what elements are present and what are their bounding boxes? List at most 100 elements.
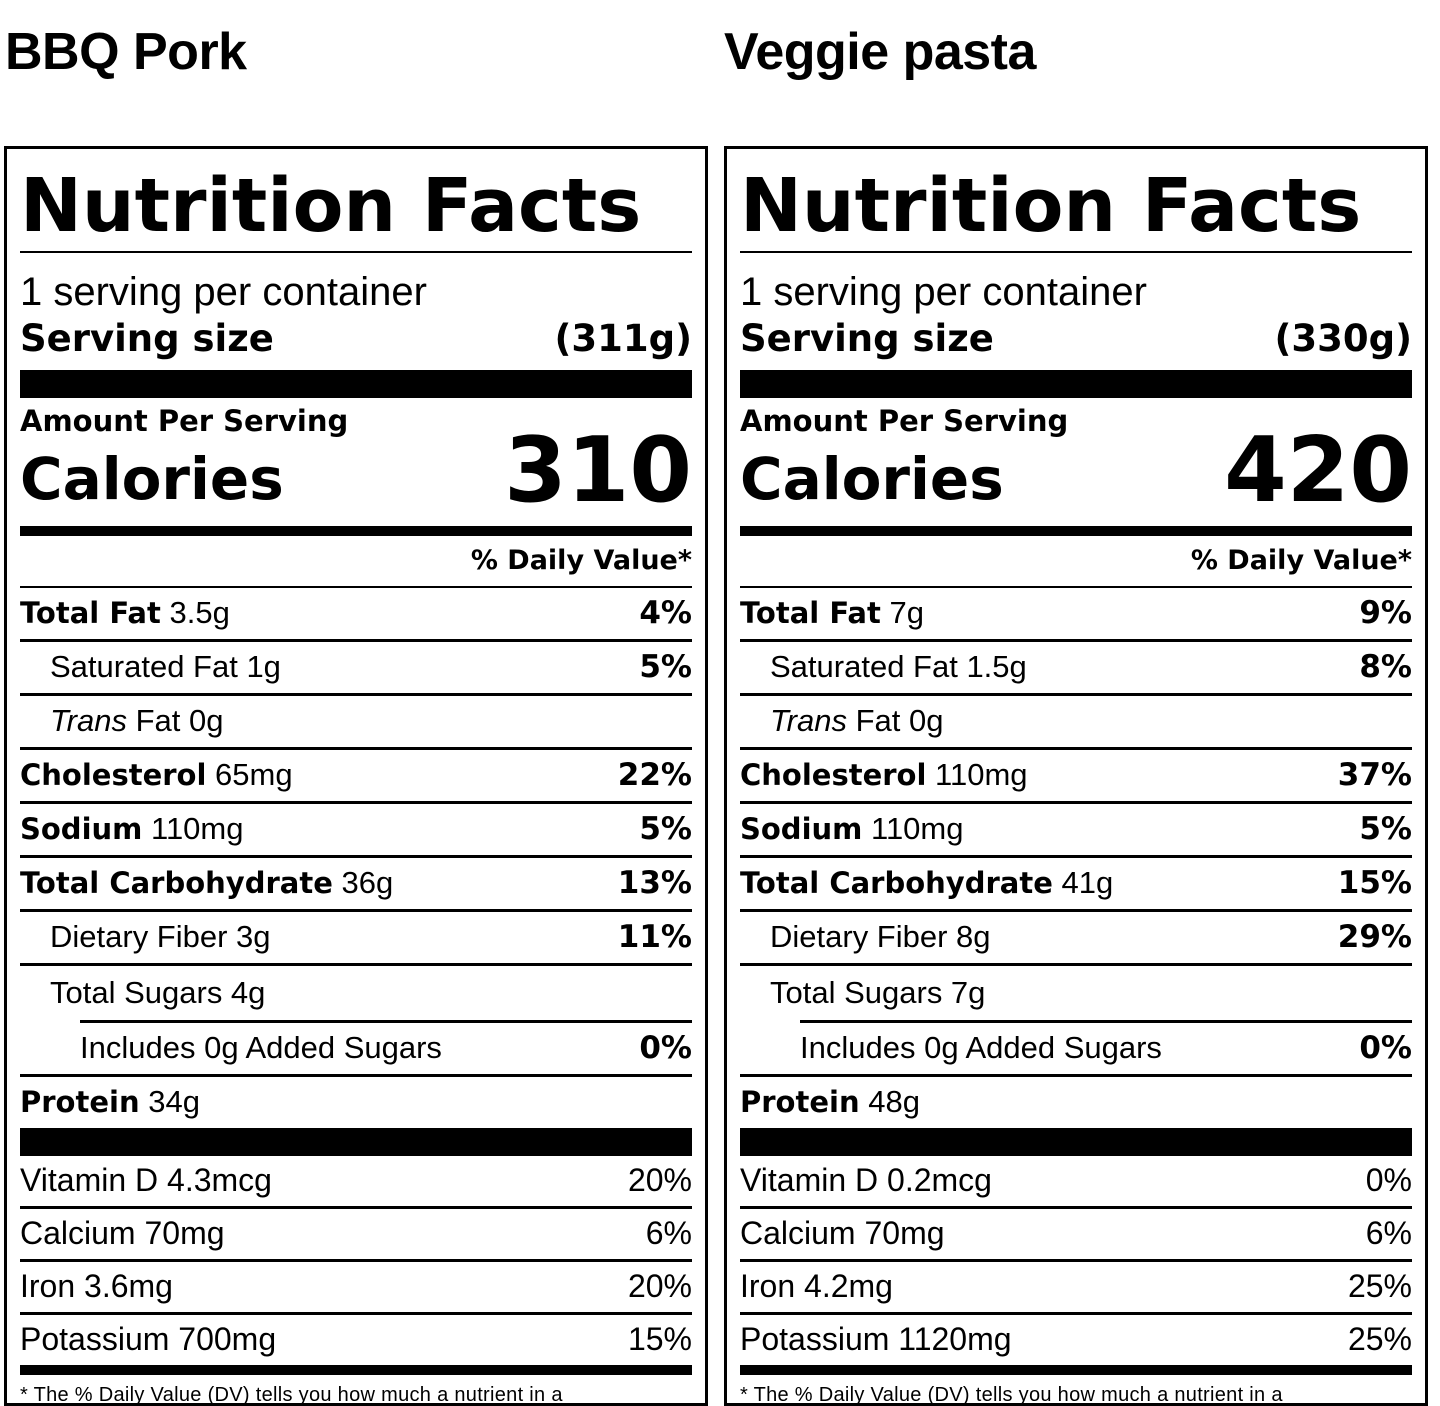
nutrient-amount: 3.5g	[169, 595, 230, 631]
vitamin-dv: 6%	[1365, 1215, 1412, 1252]
nutrient-name: Sodium	[20, 812, 143, 847]
vitamin-dv: 0%	[1365, 1162, 1412, 1199]
nutrient-row-protein: Protein 48g	[740, 1077, 1412, 1128]
nutrient-dv: 0%	[1359, 1030, 1412, 1067]
daily-value-header: % Daily Value*	[740, 536, 1412, 588]
vitamin-name: Vitamin D 4.3mcg	[20, 1162, 272, 1199]
nutrient-row-cholesterol: Cholesterol 65mg 22%	[20, 750, 692, 804]
nutrient-row-trans-fat: Trans Fat 0g	[20, 696, 692, 750]
nutrient-row-total-sugars: Total Sugars 7g	[740, 966, 1412, 1020]
nutrient-row-added-sugars: Includes 0g Added Sugars 0%	[20, 1023, 692, 1077]
vitamin-dv: 20%	[627, 1268, 692, 1305]
vitamin-row-vitamin-d: Vitamin D 0.2mcg 0%	[740, 1156, 1412, 1209]
nutrient-row-added-sugars: Includes 0g Added Sugars 0%	[740, 1023, 1412, 1077]
medium-divider	[20, 1364, 692, 1375]
servings-per-container: 1 serving per container	[20, 270, 427, 314]
serving-size-value: (311g)	[554, 317, 692, 360]
medium-divider	[740, 525, 1412, 536]
nutrient-name: Total Carbohydrate	[20, 866, 333, 901]
nutrient-row-protein: Protein 34g	[20, 1077, 692, 1128]
nutrient-row-sodium: Sodium 110mg 5%	[20, 804, 692, 858]
vitamin-row-calcium: Calcium 70mg 6%	[20, 1209, 692, 1262]
vitamin-row-iron: Iron 4.2mg 25%	[740, 1262, 1412, 1315]
nutrient-amount: 41g	[1061, 865, 1114, 901]
nutrient-dv: 0%	[639, 1030, 692, 1067]
nutrient-dv: 29%	[1337, 919, 1412, 956]
nutrient-name: Dietary Fiber 3g	[50, 919, 271, 955]
nutrient-name: Protein	[20, 1085, 140, 1120]
amount-per-serving: Amount Per Serving	[20, 404, 349, 438]
nutrient-amount: 48g	[868, 1084, 920, 1120]
nutrient-dv: 5%	[1359, 811, 1412, 848]
nutrient-name: Cholesterol	[740, 758, 927, 793]
vitamin-row-vitamin-d: Vitamin D 4.3mcg 20%	[20, 1156, 692, 1209]
nutrition-label-bbq-pork: Nutrition Facts 1 serving per container …	[4, 146, 708, 1406]
nutrient-dv: 15%	[1337, 865, 1412, 902]
nutrient-name: Protein	[740, 1085, 860, 1120]
nutrient-name: Sodium	[740, 812, 863, 847]
vitamin-name: Vitamin D 0.2mcg	[740, 1162, 992, 1199]
serving-size-value: (330g)	[1274, 317, 1412, 360]
nutrient-amount: 110mg	[151, 811, 244, 847]
nutrient-dv: 13%	[617, 865, 692, 902]
vitamin-name: Calcium 70mg	[740, 1215, 945, 1252]
serving-size-row: Serving size (330g)	[740, 320, 1412, 370]
nutrient-row-total-carbohydrate: Total Carbohydrate 41g 15%	[740, 858, 1412, 912]
nutrient-dv: 37%	[1337, 757, 1412, 794]
nutrient-dv: 22%	[617, 757, 692, 794]
trans-italic: Trans	[50, 703, 127, 739]
calories-row: Calories 310	[20, 425, 692, 516]
daily-value-header: % Daily Value*	[20, 536, 692, 588]
vitamin-name: Potassium 1120mg	[740, 1321, 1012, 1358]
calories-label: Calories	[740, 444, 1004, 513]
vitamin-dv: 25%	[1347, 1268, 1412, 1305]
vitamin-dv: 25%	[1347, 1321, 1412, 1358]
medium-divider	[740, 1364, 1412, 1375]
vitamin-dv: 6%	[645, 1215, 692, 1252]
added-sugars-divider	[800, 1019, 1412, 1023]
heavy-divider	[740, 370, 1412, 398]
vitamin-row-potassium: Potassium 1120mg 25%	[740, 1315, 1412, 1365]
nutrient-row-dietary-fiber: Dietary Fiber 3g 11%	[20, 912, 692, 966]
nutrient-row-total-carbohydrate: Total Carbohydrate 36g 13%	[20, 858, 692, 912]
nutrient-name: Includes 0g Added Sugars	[80, 1030, 442, 1066]
nutrient-name: Total Fat	[20, 596, 161, 631]
nutrient-dv: 4%	[639, 595, 692, 632]
heavy-divider	[740, 1127, 1412, 1156]
vitamin-row-potassium: Potassium 700mg 15%	[20, 1315, 692, 1365]
nutrient-name: Total Fat	[740, 596, 881, 631]
trans-italic: Trans	[770, 703, 847, 739]
vitamin-row-calcium: Calcium 70mg 6%	[740, 1209, 1412, 1262]
heavy-divider	[20, 370, 692, 398]
vitamin-name: Iron 3.6mg	[20, 1268, 173, 1305]
nutrient-amount: 7g	[889, 595, 924, 631]
nutrient-amount: 34g	[148, 1084, 200, 1120]
nutrient-row-dietary-fiber: Dietary Fiber 8g 29%	[740, 912, 1412, 966]
nutrient-row-cholesterol: Cholesterol 110mg 37%	[740, 750, 1412, 804]
nutrient-name: Includes 0g Added Sugars	[800, 1030, 1162, 1066]
amount-per-serving: Amount Per Serving	[740, 404, 1069, 438]
calories-value: 310	[504, 417, 692, 523]
nutrient-name: Saturated Fat 1g	[50, 649, 281, 685]
nutrient-row-total-fat: Total Fat 3.5g 4%	[20, 588, 692, 642]
nutrient-amount: 65mg	[215, 757, 293, 793]
vitamin-name: Calcium 70mg	[20, 1215, 225, 1252]
nutrient-row-total-fat: Total Fat 7g 9%	[740, 588, 1412, 642]
daily-value-footnote: * The % Daily Value (DV) tells you how m…	[740, 1383, 1283, 1406]
nutrient-amount: 36g	[341, 865, 394, 901]
nutrient-row-saturated-fat: Saturated Fat 1g 5%	[20, 642, 692, 696]
nutrient-amount: 110mg	[935, 757, 1028, 793]
nutrient-name: Saturated Fat 1.5g	[770, 649, 1027, 685]
nutrition-label-veggie-pasta: Nutrition Facts 1 serving per container …	[724, 146, 1428, 1406]
nutrient-dv: 5%	[639, 649, 692, 686]
serving-size-label: Serving size	[740, 317, 994, 360]
calories-value: 420	[1224, 417, 1412, 523]
product-title-bbq-pork: BBQ Pork	[5, 23, 247, 81]
nutrient-dv: 9%	[1359, 595, 1412, 632]
serving-size-label: Serving size	[20, 317, 274, 360]
heavy-divider	[20, 1127, 692, 1156]
nutrient-name: Total Carbohydrate	[740, 866, 1053, 901]
calories-label: Calories	[20, 444, 284, 513]
serving-size-row: Serving size (311g)	[20, 320, 692, 370]
added-sugars-divider	[80, 1019, 692, 1023]
